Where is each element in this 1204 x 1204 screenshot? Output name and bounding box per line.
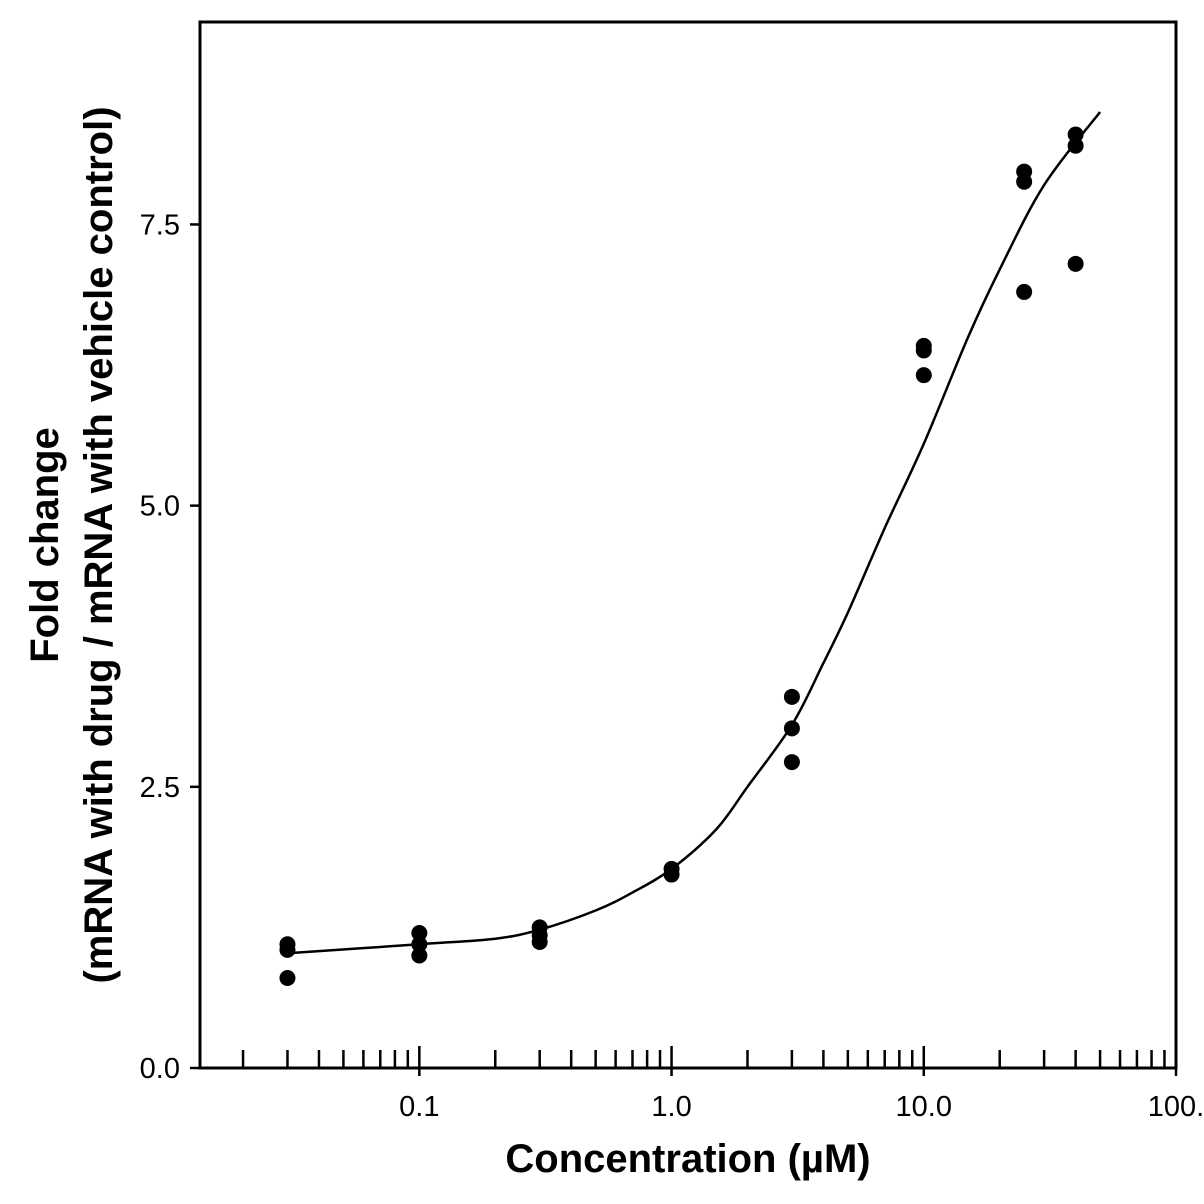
fit-curve [287,111,1102,955]
x-axis-title: Concentration (µM) [505,1137,870,1181]
x-axis-ticks [241,1046,1178,1076]
data-point [915,342,932,359]
data-point [1016,283,1033,300]
data-point [279,970,296,987]
data-point [279,941,296,958]
data-point [411,947,428,964]
y-axis-title-line-1: Fold change [23,427,67,663]
data-point [915,367,932,384]
x-axis-tick-labels: 0.1 1.0 10.0 100. [399,1091,1204,1123]
data-point [411,936,428,953]
y-tick-label: 5.0 [140,491,180,523]
x-tick-label: 100. [1148,1091,1204,1123]
data-point [1067,137,1084,154]
data-points [279,126,1084,987]
data-point [411,925,428,942]
data-point [1067,126,1084,143]
plot-frame [198,20,1178,1070]
fit-curve-group [287,111,1102,955]
data-point [783,754,800,771]
y-axis-title-line-2: (mRNA with drug / mRNA with vehicle cont… [77,106,121,983]
y-tick-label: 2.5 [140,772,180,804]
data-point [783,720,800,737]
data-point [531,934,548,951]
data-point [783,688,800,705]
y-axis-tick-labels: 0.0 2.5 5.0 7.5 [140,209,180,1085]
data-point [663,866,680,883]
data-point [1016,173,1033,190]
y-tick-label: 0.0 [140,1053,180,1085]
y-axis-ticks [190,223,200,1070]
x-tick-label: 1.0 [651,1091,691,1123]
x-tick-label: 10.0 [896,1091,952,1123]
data-point [1067,255,1084,272]
y-tick-label: 7.5 [140,209,180,241]
x-tick-label: 0.1 [399,1091,439,1123]
